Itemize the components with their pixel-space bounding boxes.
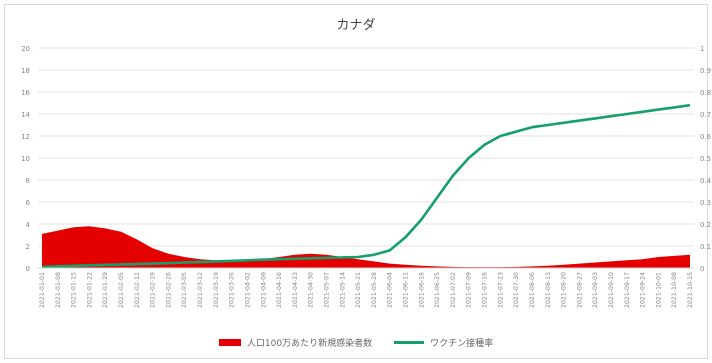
y-left-tick-label: 10 [21,155,30,163]
y-right-tick-label: 0.1 [700,243,711,251]
x-tick-label: 2021-08-06 [529,272,536,308]
x-tick-label: 2021-06-11 [403,272,410,308]
x-tick-label: 2021-03-05 [181,272,188,308]
x-tick-label: 2021-10-15 [687,272,694,308]
chart-frame [4,4,708,359]
x-tick-label: 2021-09-24 [640,272,647,308]
y-left-tick-label: 12 [21,133,30,141]
x-tick-label: 2021-07-09 [466,272,473,308]
x-tick-label: 2021-03-12 [197,272,204,308]
x-tick-label: 2021-08-13 [545,272,552,308]
y-right-tick-label: 0.5 [700,155,711,163]
vaccination-line [41,103,691,269]
y-right-tick-label: 0 [700,265,704,273]
infection-area-layer [42,226,690,268]
legend-swatch-infections [218,339,241,346]
x-tick-label: 2021-01-01 [39,272,46,308]
y-left-tick-label: 14 [21,111,30,119]
x-tick-label: 2021-07-02 [450,272,457,308]
x-tick-label: 2021-10-08 [671,272,678,308]
y-axis-right: 0 0.1 0.2 0.3 0.4 0.5 0.6 0.7 0.8 0.9 1 [700,45,712,273]
y-right-tick-label: 0.7 [700,111,711,119]
y-left-tick-label: 2 [26,243,30,251]
y-left-tick-label: 16 [21,89,30,97]
x-tick-label: 2021-05-28 [371,272,378,308]
chart-legend: 人口100万あたり新規感染者数 ワクチン接種率 [0,336,712,349]
x-tick-label: 2021-01-22 [86,272,93,308]
x-tick-label: 2021-05-07 [323,272,330,308]
x-tick-label: 2021-10-01 [655,272,662,308]
grid-lines [38,47,694,269]
x-tick-label: 2021-01-08 [55,272,62,308]
y-right-tick-label: 0.2 [700,221,711,229]
x-tick-label: 2021-02-05 [118,272,125,308]
legend-item-vaccination: ワクチン接種率 [394,336,493,349]
x-tick-label: 2021-03-19 [213,272,220,308]
x-tick-label: 2021-04-30 [308,272,315,308]
legend-item-infections: 人口100万あたり新規感染者数 [218,336,373,349]
x-tick-label: 2021-08-27 [576,272,583,308]
x-tick-label: 2021-02-26 [165,272,172,308]
x-tick-label: 2021-03-26 [229,272,236,308]
y-left-tick-label: 8 [26,177,30,185]
y-right-tick-label: 1 [700,45,704,53]
vaccination-line-layer [41,103,691,269]
x-tick-label: 2021-04-16 [276,272,283,308]
y-left-tick-label: 0 [26,265,30,273]
y-left-tick-label: 20 [21,45,30,53]
y-right-tick-label: 0.9 [700,67,711,75]
y-right-tick-label: 0.6 [700,133,712,141]
y-right-tick-label: 0.3 [700,199,711,207]
y-left-tick-label: 4 [26,221,31,229]
infection-area [42,226,690,268]
x-tick-label: 2021-04-23 [292,272,299,308]
legend-swatch-vaccination [394,341,425,344]
x-tick-label: 2021-09-17 [624,272,631,308]
legend-label-infections: 人口100万あたり新規感染者数 [246,339,373,349]
x-tick-label: 2021-02-12 [134,272,141,308]
y-right-tick-label: 0.4 [700,177,712,185]
x-tick-label: 2021-02-19 [150,272,157,308]
x-tick-label: 2021-05-21 [355,272,362,308]
legend-label-vaccination: ワクチン接種率 [430,339,494,349]
x-tick-label: 2021-08-20 [561,272,568,308]
x-tick-label: 2021-07-16 [482,272,489,308]
x-tick-label: 2021-04-02 [244,272,251,308]
y-axis-left: 0 2 4 6 8 10 12 14 16 18 20 [21,45,30,273]
y-left-tick-label: 18 [21,67,30,75]
x-tick-label: 2021-09-03 [592,272,599,308]
x-tick-label: 2021-09-10 [608,272,615,308]
x-tick-label: 2021-07-30 [513,272,520,308]
y-left-tick-label: 6 [26,199,31,207]
y-right-tick-label: 0.8 [700,89,711,97]
x-tick-label: 2021-06-04 [387,272,394,308]
x-tick-label: 2021-05-14 [339,272,346,308]
x-tick-label: 2021-07-23 [497,272,504,308]
x-tick-label: 2021-01-29 [102,272,109,308]
x-tick-label: 2021-01-15 [71,272,78,308]
x-tick-label: 2021-04-09 [260,272,267,308]
x-tick-label: 2021-06-18 [418,272,425,308]
chart-title: カナダ [336,18,376,33]
x-axis: 2021-01-01 2021-01-08 2021-01-15 2021-01-22… [38,267,694,308]
x-tick-label: 2021-06-25 [434,272,441,308]
